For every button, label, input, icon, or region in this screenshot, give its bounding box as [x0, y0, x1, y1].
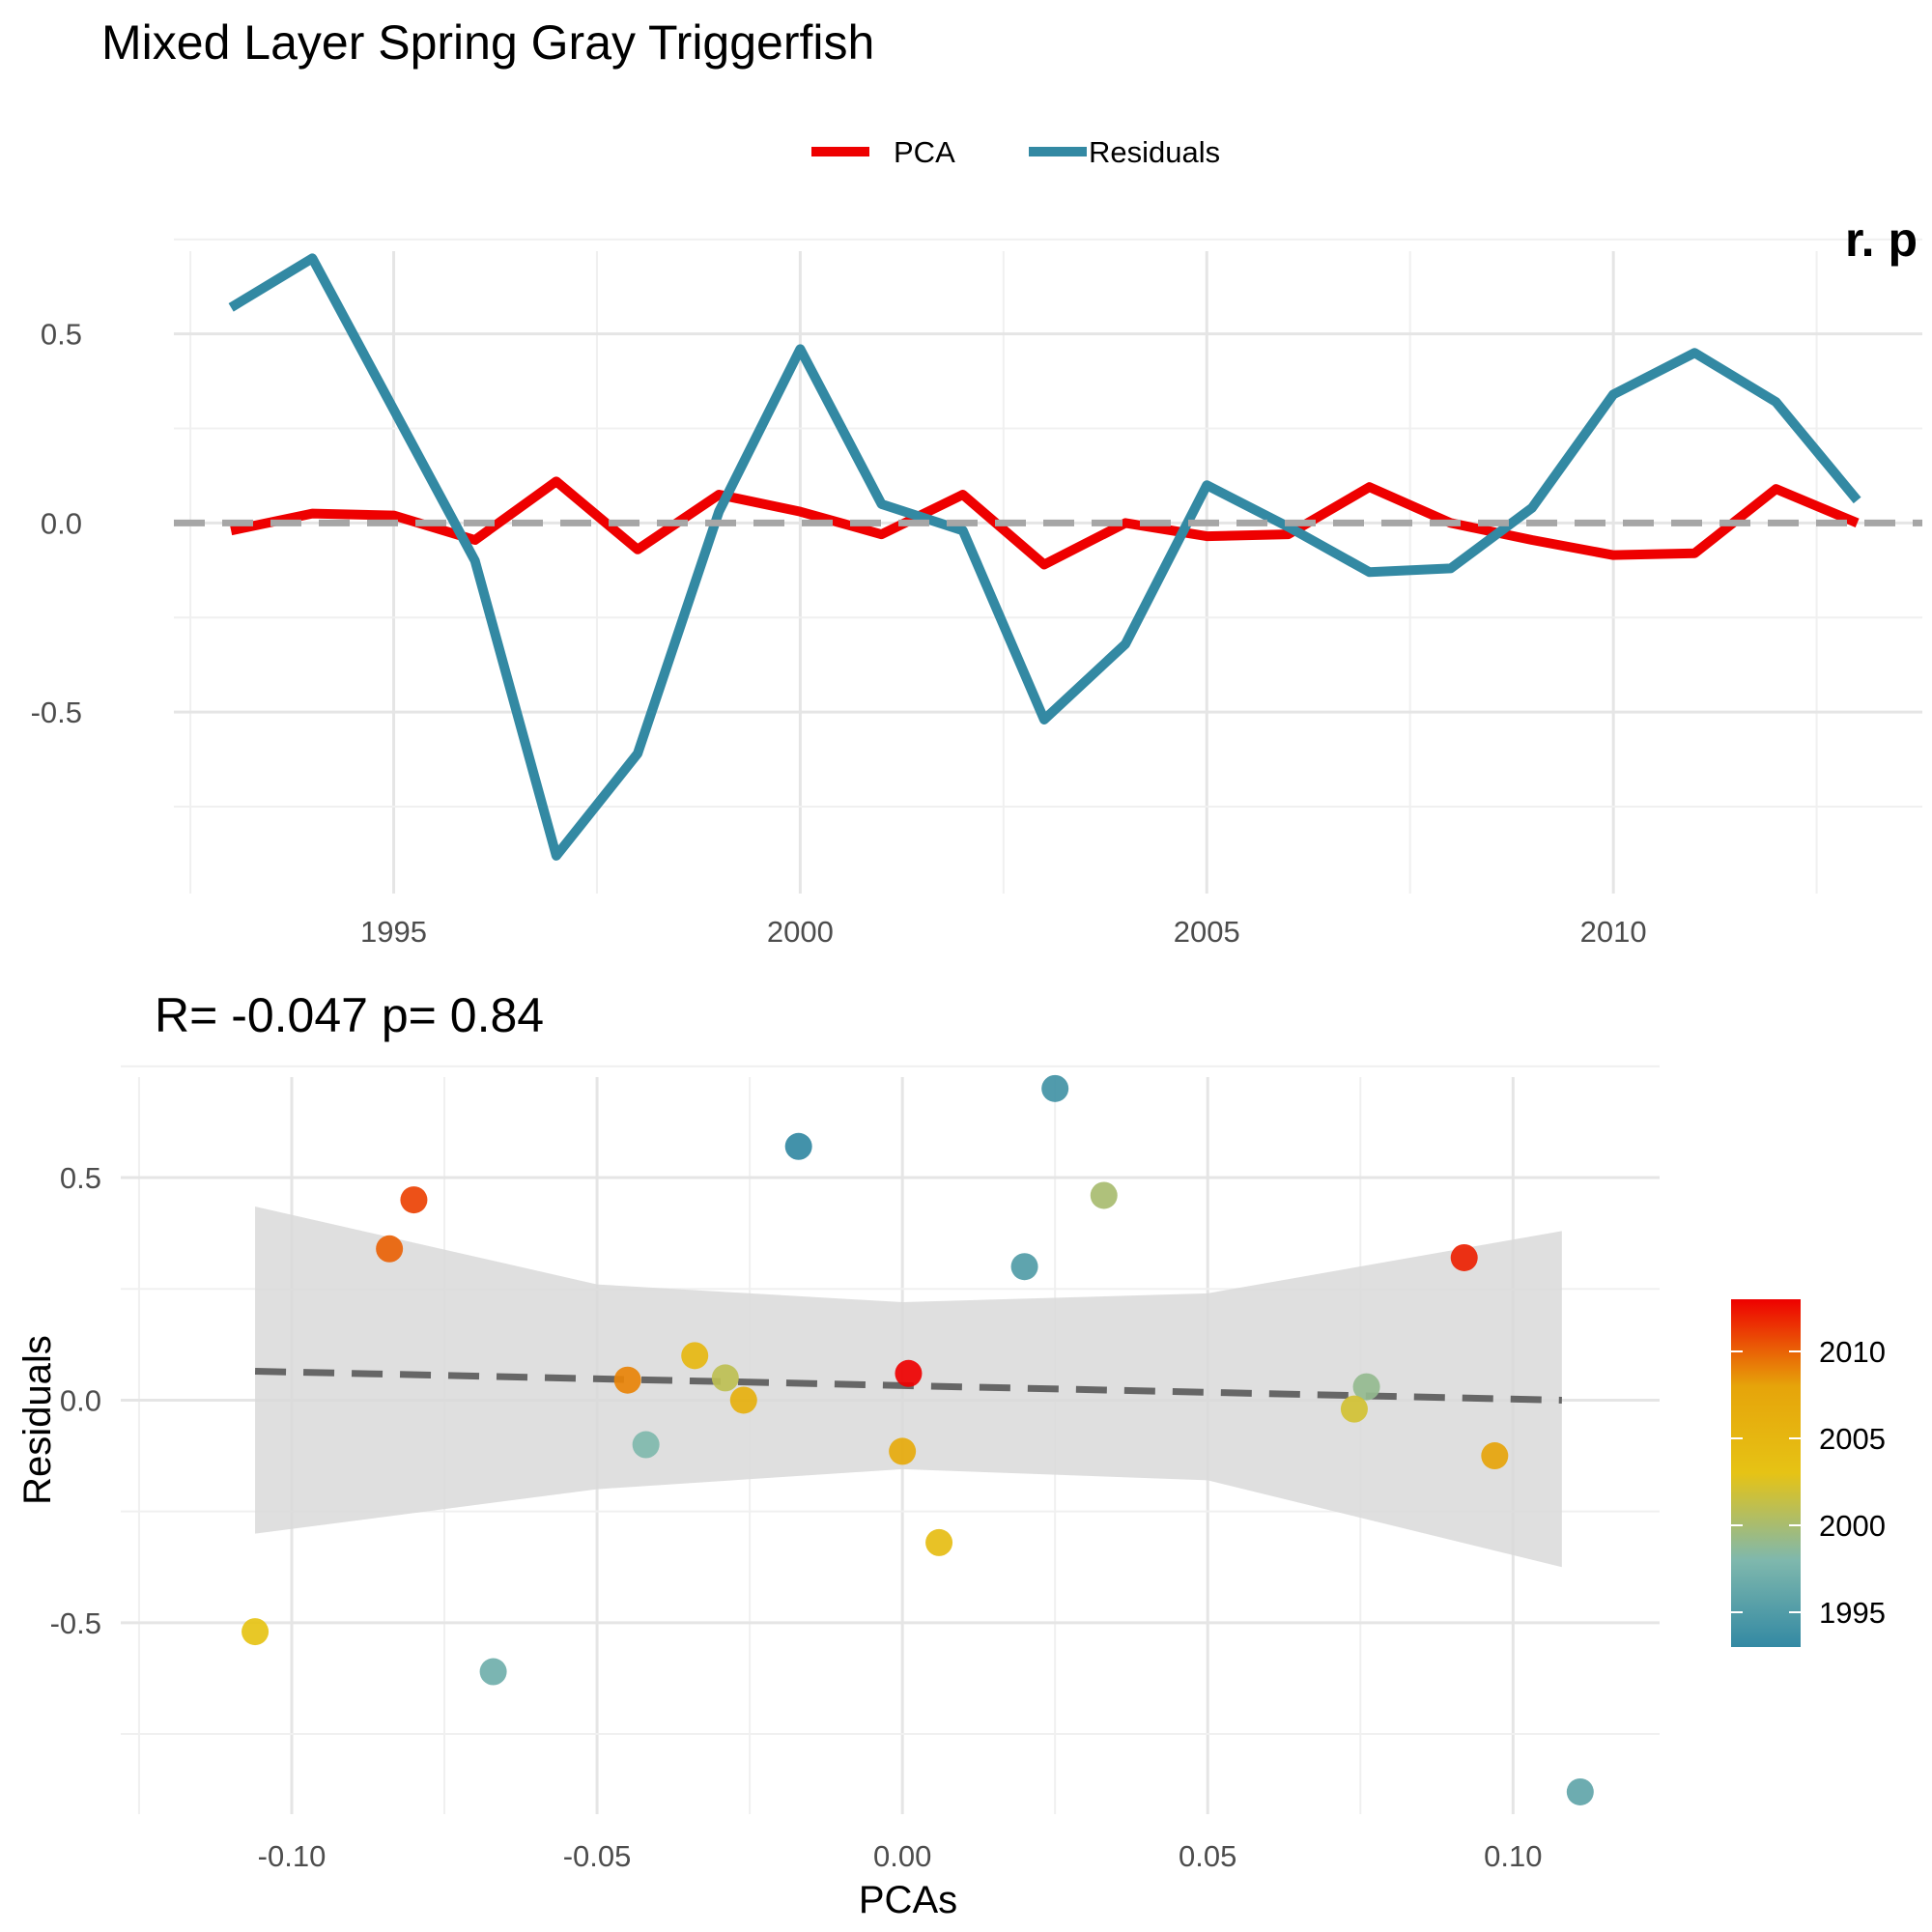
scatter-point [925, 1528, 953, 1556]
y-tick-label: 0.5 [41, 318, 82, 352]
scatter-subtitle: R= -0.047 p= 0.84 [155, 988, 544, 1042]
line-chart-panel: 1995 2000 2005 2010 -0.5 0.0 0.5 r. p [31, 213, 1922, 949]
clipped-annotation: r. p [1845, 213, 1918, 267]
scatter-points [242, 1074, 1594, 1805]
x-tick-label: -0.05 [563, 1839, 632, 1873]
scatter-point [729, 1386, 757, 1414]
y-tick-label: 0.5 [60, 1161, 101, 1195]
colorbar-tick-label: 2005 [1819, 1422, 1886, 1456]
x-tick-label: 2010 [1580, 915, 1647, 949]
scatter-point [1041, 1074, 1069, 1102]
x-tick-label: 0.05 [1179, 1839, 1236, 1873]
legend-label-pca: PCA [894, 135, 955, 169]
x-tick-label: 2000 [767, 915, 834, 949]
colorbar-tick-label: 2000 [1819, 1509, 1886, 1543]
colorbar-gradient [1731, 1299, 1801, 1647]
colorbar-tick-label: 2010 [1819, 1335, 1886, 1369]
scatter-point [1010, 1253, 1038, 1281]
line-chart-y-ticks: -0.5 0.0 0.5 [31, 318, 82, 729]
x-tick-label: 1995 [360, 915, 427, 949]
x-axis-title: PCAs [859, 1879, 957, 1921]
scatter-point [1566, 1777, 1594, 1805]
scatter-point [376, 1235, 404, 1263]
colorbar-tick-label: 1995 [1819, 1596, 1886, 1630]
scatter-y-ticks: -0.5 0.0 0.5 [50, 1161, 101, 1640]
x-tick-label: 0.00 [873, 1839, 931, 1873]
y-axis-title: Residuals [16, 1335, 59, 1505]
chart-title: Mixed Layer Spring Gray Triggerfish [101, 15, 874, 70]
legend: PCA Residuals [811, 135, 1220, 169]
scatter-panel: -0.10 -0.05 0.00 0.05 0.10 -0.5 0.0 0.5 [50, 1065, 1660, 1873]
y-tick-label: 0.0 [60, 1383, 101, 1417]
scatter-point [613, 1366, 641, 1394]
y-tick-label: 0.0 [41, 506, 82, 540]
scatter-point [1481, 1442, 1509, 1470]
line-chart-x-ticks: 1995 2000 2005 2010 [360, 915, 1647, 949]
x-tick-label: 2005 [1174, 915, 1240, 949]
y-tick-label: -0.5 [50, 1606, 101, 1640]
scatter-point [1090, 1181, 1118, 1209]
colorbar-ticks: 1995 2000 2005 2010 [1731, 1335, 1886, 1630]
scatter-point [1352, 1373, 1380, 1401]
x-tick-label: 0.10 [1484, 1839, 1542, 1873]
colorbar-legend: 1995 2000 2005 2010 [1731, 1299, 1886, 1647]
scatter-point [889, 1437, 917, 1465]
series-line-residuals [228, 253, 1861, 861]
x-tick-label: -0.10 [258, 1839, 327, 1873]
scatter-point [711, 1364, 739, 1392]
scatter-point [242, 1618, 270, 1646]
y-tick-label: -0.5 [31, 696, 82, 729]
scatter-point [400, 1186, 428, 1214]
scatter-point [681, 1342, 709, 1370]
scatter-point [632, 1431, 660, 1459]
line-chart-series [174, 253, 1922, 861]
scatter-point [1450, 1243, 1478, 1271]
legend-label-residuals: Residuals [1089, 135, 1220, 169]
scatter-point [784, 1132, 812, 1160]
scatter-x-ticks: -0.10 -0.05 0.00 0.05 0.10 [258, 1839, 1543, 1873]
scatter-point [895, 1359, 923, 1387]
series-line-pca [230, 476, 1860, 570]
scatter-point [479, 1658, 507, 1686]
scatter-point [1340, 1395, 1368, 1423]
